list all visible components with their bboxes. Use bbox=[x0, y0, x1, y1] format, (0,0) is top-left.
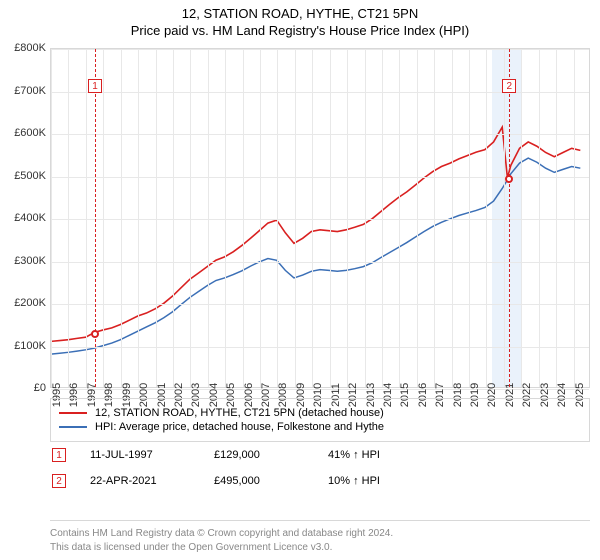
legend-label: HPI: Average price, detached house, Folk… bbox=[95, 421, 384, 433]
transaction-row-marker: 2 bbox=[52, 474, 66, 488]
gridline-v bbox=[365, 49, 366, 387]
gridline-h bbox=[51, 219, 589, 220]
transaction-row: 2 22-APR-2021 £495,000 10% ↑ HPI bbox=[50, 468, 590, 494]
gridline-v bbox=[103, 49, 104, 387]
y-axis-label: £800K bbox=[2, 42, 46, 54]
gridline-v bbox=[173, 49, 174, 387]
footer-line-1: Contains HM Land Registry data © Crown c… bbox=[50, 527, 590, 541]
transaction-marker-dot bbox=[91, 330, 99, 338]
gridline-v bbox=[121, 49, 122, 387]
gridline-v bbox=[469, 49, 470, 387]
transaction-delta: 41% ↑ HPI bbox=[328, 449, 428, 461]
transaction-price: £495,000 bbox=[214, 475, 304, 487]
gridline-v bbox=[260, 49, 261, 387]
gridline-v bbox=[225, 49, 226, 387]
y-axis-label: £200K bbox=[2, 297, 46, 309]
gridline-v bbox=[382, 49, 383, 387]
legend-swatch bbox=[59, 412, 87, 414]
gridline-v bbox=[156, 49, 157, 387]
transaction-marker-label: 1 bbox=[88, 79, 102, 93]
gridline-h bbox=[51, 134, 589, 135]
gridline-v bbox=[521, 49, 522, 387]
legend: 12, STATION ROAD, HYTHE, CT21 5PN (detac… bbox=[50, 398, 590, 442]
gridline-v bbox=[190, 49, 191, 387]
gridline-v bbox=[486, 49, 487, 387]
gridline-v bbox=[574, 49, 575, 387]
gridline-v bbox=[556, 49, 557, 387]
gridline-v bbox=[504, 49, 505, 387]
gridline-v bbox=[434, 49, 435, 387]
transaction-marker-dot bbox=[505, 175, 513, 183]
legend-label: 12, STATION ROAD, HYTHE, CT21 5PN (detac… bbox=[95, 407, 384, 419]
gridline-v bbox=[86, 49, 87, 387]
gridline-v bbox=[277, 49, 278, 387]
gridline-v bbox=[312, 49, 313, 387]
gridline-h bbox=[51, 262, 589, 263]
transaction-table: 1 11-JUL-1997 £129,000 41% ↑ HPI 2 22-APR-202… bbox=[50, 442, 590, 494]
gridline-v bbox=[243, 49, 244, 387]
gridline-v bbox=[330, 49, 331, 387]
attribution-footer: Contains HM Land Registry data © Crown c… bbox=[50, 520, 590, 554]
gridline-v bbox=[295, 49, 296, 387]
gridline-v bbox=[539, 49, 540, 387]
gridline-h bbox=[51, 347, 589, 348]
legend-item: 12, STATION ROAD, HYTHE, CT21 5PN (detac… bbox=[59, 407, 581, 419]
gridline-v bbox=[138, 49, 139, 387]
plot-area: 1995199619971998199920002001200220032004… bbox=[50, 48, 590, 388]
y-axis-label: £100K bbox=[2, 340, 46, 352]
y-axis-label: £700K bbox=[2, 85, 46, 97]
series-line bbox=[51, 158, 580, 354]
transaction-marker-line bbox=[509, 49, 510, 387]
transaction-date: 22-APR-2021 bbox=[90, 475, 190, 487]
chart-title: 12, STATION ROAD, HYTHE, CT21 5PN bbox=[0, 0, 600, 21]
gridline-v bbox=[208, 49, 209, 387]
transaction-delta: 10% ↑ HPI bbox=[328, 475, 428, 487]
legend-item: HPI: Average price, detached house, Folk… bbox=[59, 421, 581, 433]
transaction-row: 1 11-JUL-1997 £129,000 41% ↑ HPI bbox=[50, 442, 590, 468]
gridline-v bbox=[347, 49, 348, 387]
footer-line-2: This data is licensed under the Open Gov… bbox=[50, 541, 590, 555]
plot-svg bbox=[51, 49, 589, 387]
gridline-v bbox=[417, 49, 418, 387]
transaction-marker-label: 2 bbox=[502, 79, 516, 93]
y-axis-label: £300K bbox=[2, 255, 46, 267]
gridline-h bbox=[51, 49, 589, 50]
gridline-v bbox=[399, 49, 400, 387]
gridline-v bbox=[68, 49, 69, 387]
transaction-date: 11-JUL-1997 bbox=[90, 449, 190, 461]
legend-swatch bbox=[59, 426, 87, 428]
chart-container: 12, STATION ROAD, HYTHE, CT21 5PN Price … bbox=[0, 0, 600, 560]
y-axis-label: £400K bbox=[2, 212, 46, 224]
gridline-h bbox=[51, 304, 589, 305]
gridline-v bbox=[51, 49, 52, 387]
gridline-v bbox=[452, 49, 453, 387]
transaction-price: £129,000 bbox=[214, 449, 304, 461]
y-axis-label: £0 bbox=[2, 382, 46, 394]
y-axis-label: £600K bbox=[2, 127, 46, 139]
chart-subtitle: Price paid vs. HM Land Registry's House … bbox=[0, 21, 600, 44]
y-axis-label: £500K bbox=[2, 170, 46, 182]
transaction-row-marker: 1 bbox=[52, 448, 66, 462]
series-line bbox=[51, 127, 580, 341]
